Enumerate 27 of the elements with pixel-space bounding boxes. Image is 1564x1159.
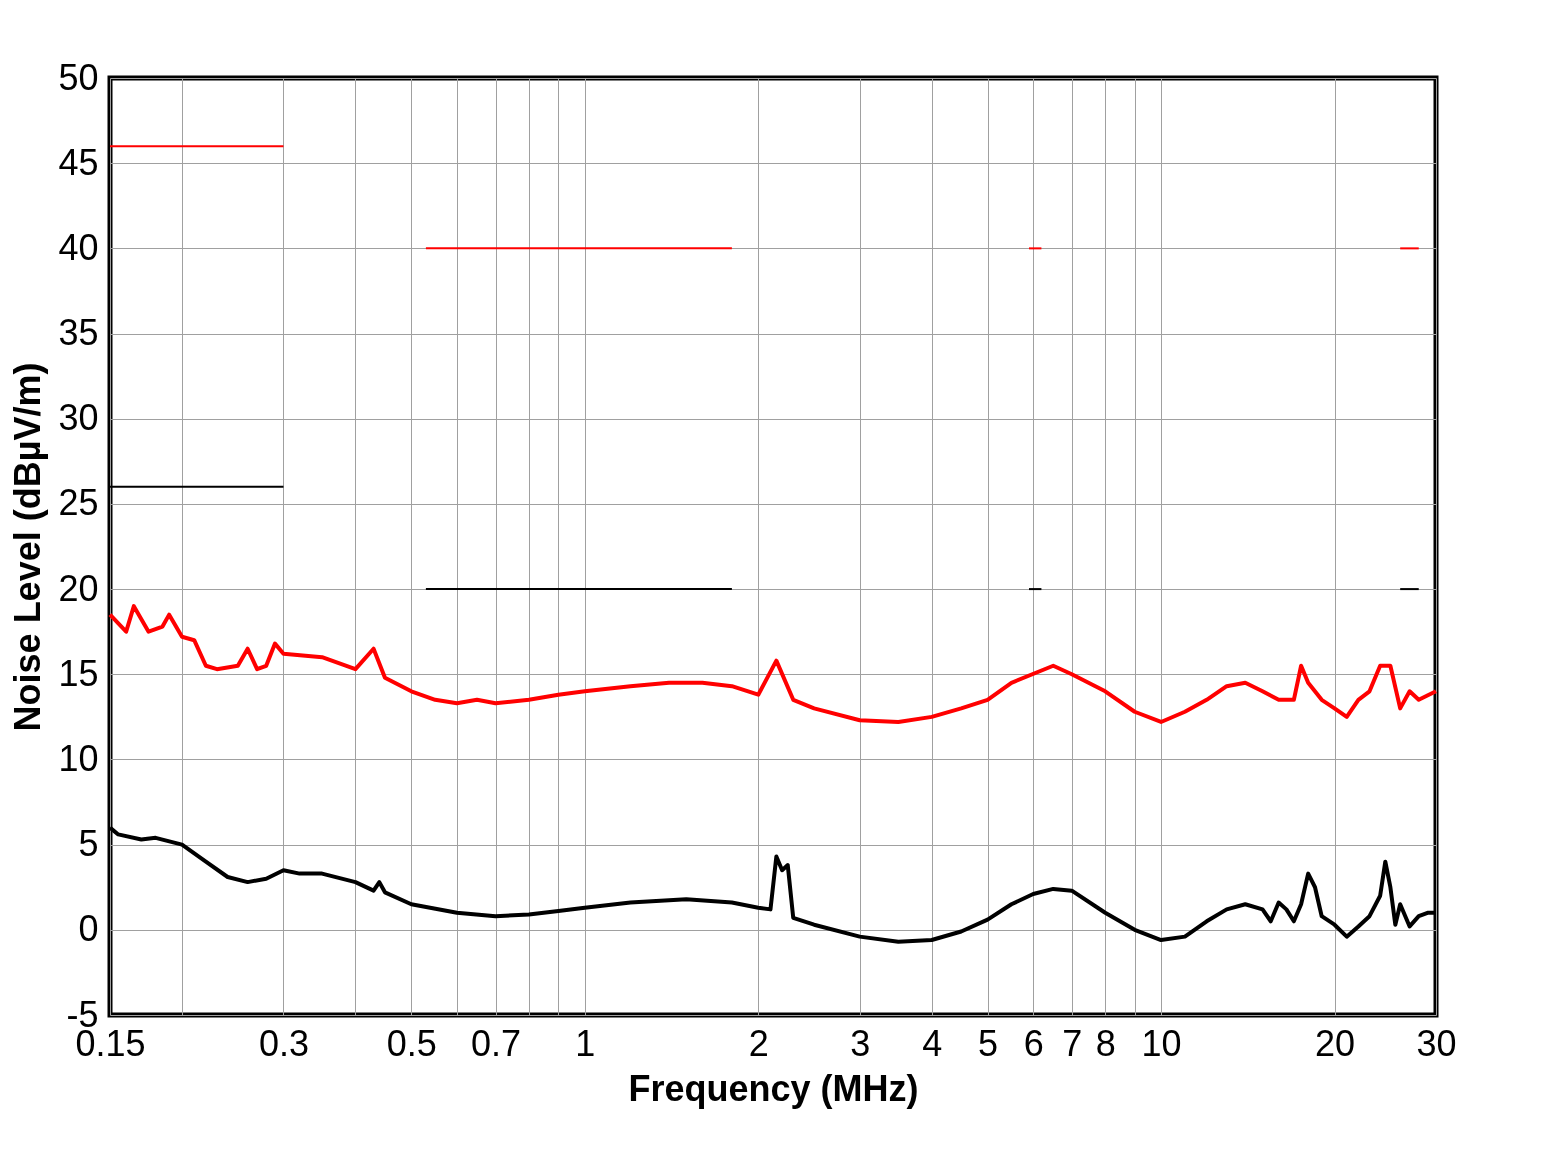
x-tick-label: 4 <box>922 1022 943 1064</box>
y-tick-label: 45 <box>58 141 99 183</box>
y-tick-label: 5 <box>78 823 99 865</box>
y-tick-label: 15 <box>58 652 99 694</box>
x-tick-label: 8 <box>1095 1022 1116 1064</box>
y-tick-label: 0 <box>78 908 99 950</box>
x-tick-label: 0.5 <box>386 1022 437 1064</box>
x-tick-label: 2 <box>748 1022 769 1064</box>
x-tick-label: 30 <box>1416 1022 1457 1064</box>
y-tick-label: 10 <box>58 737 99 779</box>
x-tick-label: 20 <box>1315 1022 1356 1064</box>
x-tick-label: 5 <box>978 1022 999 1064</box>
x-tick-label: 10 <box>1141 1022 1182 1064</box>
x-tick-label: 6 <box>1023 1022 1044 1064</box>
y-tick-label: 50 <box>58 56 99 98</box>
y-tick-label: 35 <box>58 312 99 354</box>
y-tick-label: 30 <box>58 397 99 439</box>
x-axis-title: Frequency (MHz) <box>628 1067 919 1109</box>
y-tick-label: 40 <box>58 226 99 268</box>
x-tick-label: 3 <box>850 1022 871 1064</box>
x-tick-label: 0.3 <box>258 1022 309 1064</box>
y-axis-title: Noise Level (dBµV/m) <box>7 362 49 732</box>
x-tick-label: 7 <box>1062 1022 1083 1064</box>
x-tick-label: 0.7 <box>471 1022 522 1064</box>
y-tick-label: 25 <box>58 482 99 524</box>
y-tick-label: 20 <box>58 567 99 609</box>
x-tick-label: 1 <box>575 1022 596 1064</box>
